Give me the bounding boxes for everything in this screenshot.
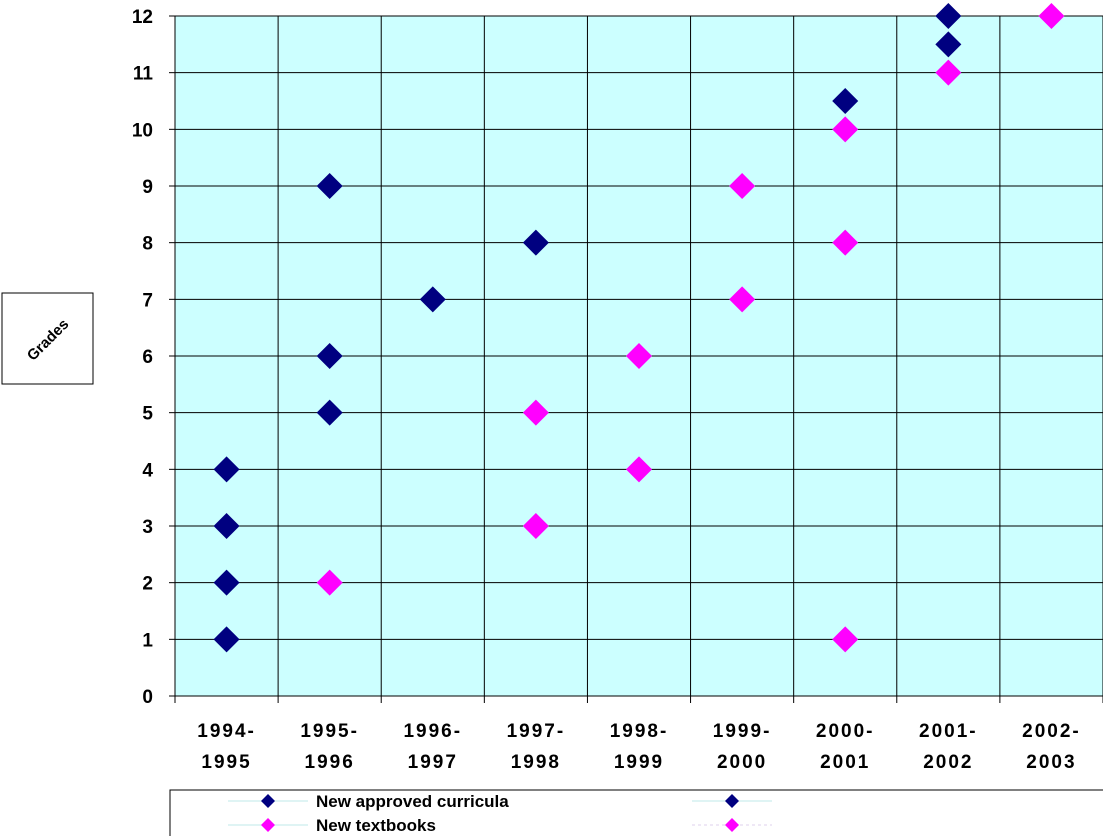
y-tick-label: 10 [132,120,153,141]
x-category-label: 1996- [403,721,462,742]
x-category-label: 2002 [923,752,973,773]
marker-new-textbooks [832,229,859,256]
x-category-label: 1999- [713,721,772,742]
marker-new-approved-curricula [522,229,549,256]
legend-marker-new-textbooks [261,818,275,832]
y-tick-label: 4 [142,460,153,481]
marker-new-approved-curricula [213,513,240,539]
y-tick-label: 12 [132,7,153,28]
marker-new-approved-curricula [419,286,446,313]
x-category-label: 1996 [305,752,355,773]
y-tick-label: 11 [133,64,154,85]
x-category-label: 1999 [614,752,664,773]
x-category-label: 1998 [511,752,561,773]
marker-new-approved-curricula [832,88,859,114]
marker-new-approved-curricula [213,456,240,483]
y-tick-label: 2 [142,574,153,595]
marker-new-textbooks [522,513,549,539]
x-category-label: 1997 [408,752,458,773]
legend-marker-new-textbooks-secondary [725,818,739,832]
x-category-label: 2002- [1022,721,1081,742]
marker-new-approved-curricula [213,626,240,653]
marker-new-textbooks [316,569,343,596]
legend-label-new-textbooks: New textbooks [316,816,436,835]
marker-new-textbooks [1038,3,1065,29]
y-tick-label: 0 [142,687,153,708]
marker-new-approved-curricula [316,343,343,369]
y-tick-label: 6 [142,347,153,368]
marker-new-approved-curricula [935,31,962,58]
legend-marker-new-approved-curricula [261,794,275,808]
marker-new-textbooks [729,173,756,199]
x-category-label: 1995- [300,721,359,742]
legend: New approved curricula New textbooks [169,789,1103,836]
y-tick-label: 7 [142,290,153,311]
marker-new-textbooks [522,399,549,426]
x-axis-ticks: 1994- 1995 1995- 1996 1996- 1997 1997- 1998 1998… [174,696,1103,773]
marker-new-textbooks [626,343,652,369]
marker-new-approved-curricula [935,3,962,29]
legend-box [169,789,1103,836]
marker-new-approved-curricula [316,173,343,199]
data-markers [213,3,1065,653]
y-tick-label: 1 [142,630,153,651]
marker-new-approved-curricula [213,569,240,596]
x-category-label: 1998- [610,721,669,742]
y-axis-label-box: Grades [1,292,94,385]
marker-new-textbooks [832,116,859,143]
x-category-label: 2003 [1026,752,1076,773]
legend-marker-new-approved-curricula-secondary [725,794,739,808]
marker-new-textbooks [935,59,962,86]
legend-label-new-approved-curricula: New approved curricula [316,792,509,811]
x-category-label: 2000- [816,721,875,742]
y-tick-label: 5 [142,404,153,425]
y-tick-label: 9 [142,177,153,198]
y-tick-label: 8 [142,234,153,255]
x-category-label: 2001 [820,752,870,773]
x-category-label: 2000 [717,752,767,773]
marker-new-textbooks [729,286,756,313]
marker-new-approved-curricula [316,399,343,426]
x-category-label: 1994- [197,721,256,742]
x-category-label: 2001- [919,721,978,742]
marker-new-textbooks [626,456,652,483]
marker-new-textbooks [832,626,859,653]
x-category-label: 1995 [201,752,251,773]
y-tick-label: 3 [142,517,153,538]
x-category-label: 1997- [507,721,566,742]
